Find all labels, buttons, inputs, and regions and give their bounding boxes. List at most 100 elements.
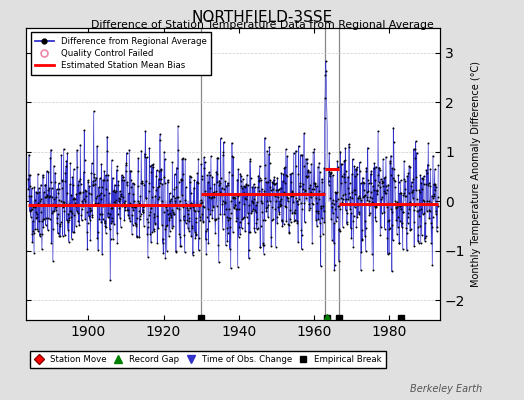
Point	[61, 178, 69, 185]
Point	[124, 207, 133, 214]
Point	[401, 178, 410, 184]
Point	[141, 195, 150, 201]
Point	[248, 200, 257, 206]
Point	[72, 223, 80, 229]
Point	[421, 235, 430, 241]
Point	[304, 167, 313, 173]
Point	[63, 190, 71, 196]
Point	[130, 203, 138, 210]
Text: NORTHFIELD-3SSE: NORTHFIELD-3SSE	[191, 10, 333, 25]
Point	[157, 176, 165, 182]
Legend: Station Move, Record Gap, Time of Obs. Change, Empirical Break: Station Move, Record Gap, Time of Obs. C…	[30, 351, 386, 368]
Point	[367, 180, 375, 187]
Point	[128, 180, 137, 186]
Point	[182, 200, 191, 207]
Point	[253, 226, 261, 232]
Point	[304, 168, 312, 175]
Point	[269, 186, 278, 192]
Point	[179, 155, 187, 162]
Point	[30, 204, 39, 210]
Point	[67, 214, 75, 220]
Point	[412, 174, 421, 180]
Point	[322, 68, 330, 74]
Point	[34, 170, 42, 177]
Point	[56, 221, 64, 228]
Point	[388, 222, 397, 228]
Point	[91, 200, 100, 207]
Point	[198, 173, 206, 179]
Point	[178, 176, 187, 183]
Point	[434, 162, 442, 168]
Point	[371, 214, 379, 220]
Point	[179, 170, 188, 177]
Point	[34, 228, 42, 234]
Point	[161, 223, 170, 230]
Point	[146, 163, 154, 170]
Point	[93, 200, 102, 206]
Point	[320, 208, 328, 214]
Point	[80, 127, 89, 134]
Point	[319, 190, 328, 196]
Point	[340, 191, 348, 197]
Point	[409, 175, 418, 182]
Point	[31, 197, 39, 203]
Point	[80, 169, 88, 175]
Point	[309, 149, 318, 155]
Point	[79, 189, 87, 195]
Point	[303, 168, 312, 174]
Point	[242, 181, 250, 187]
Point	[29, 204, 38, 210]
Point	[241, 228, 249, 234]
Point	[117, 193, 125, 199]
Point	[394, 172, 402, 178]
Point	[349, 244, 357, 250]
Point	[385, 250, 393, 257]
Point	[357, 267, 365, 274]
Point	[378, 179, 386, 186]
Point	[125, 146, 134, 153]
Point	[110, 220, 118, 227]
Point	[42, 215, 50, 222]
Point	[166, 227, 174, 234]
Point	[306, 204, 314, 211]
Point	[78, 198, 86, 204]
Point	[378, 179, 387, 186]
Point	[236, 170, 245, 177]
Point	[431, 182, 440, 188]
Point	[283, 198, 292, 204]
Point	[74, 182, 82, 188]
Point	[48, 208, 57, 214]
Point	[400, 193, 409, 199]
Point	[392, 231, 401, 237]
Point	[352, 224, 361, 230]
Point	[196, 200, 205, 206]
Point	[266, 184, 275, 190]
Point	[225, 215, 233, 221]
Point	[200, 154, 208, 161]
Point	[257, 223, 265, 230]
Point	[119, 194, 128, 200]
Point	[117, 191, 125, 197]
Point	[215, 177, 224, 184]
Point	[355, 159, 364, 166]
Point	[220, 139, 228, 145]
Point	[425, 208, 434, 214]
Point	[304, 184, 313, 191]
Point	[407, 183, 416, 189]
Point	[387, 209, 396, 216]
Point	[285, 229, 293, 235]
Point	[311, 180, 319, 186]
Point	[185, 179, 194, 186]
Point	[272, 180, 281, 186]
Point	[121, 198, 129, 204]
Point	[174, 123, 182, 129]
Point	[361, 218, 369, 224]
Point	[299, 186, 308, 193]
Point	[258, 216, 267, 223]
Point	[262, 208, 270, 214]
Point	[314, 216, 322, 222]
Point	[201, 236, 210, 242]
Point	[199, 202, 208, 209]
Point	[77, 202, 85, 208]
Point	[211, 230, 220, 236]
